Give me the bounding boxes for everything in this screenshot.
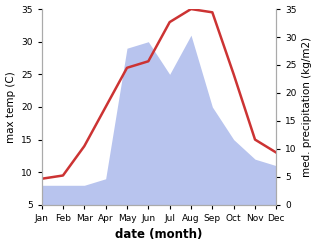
X-axis label: date (month): date (month)	[115, 228, 203, 242]
Y-axis label: max temp (C): max temp (C)	[5, 71, 16, 143]
Y-axis label: med. precipitation (kg/m2): med. precipitation (kg/m2)	[302, 37, 313, 177]
